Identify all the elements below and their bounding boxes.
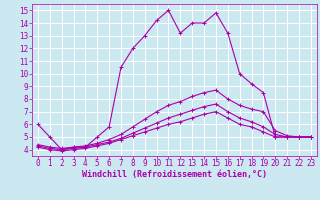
X-axis label: Windchill (Refroidissement éolien,°C): Windchill (Refroidissement éolien,°C): [82, 170, 267, 179]
